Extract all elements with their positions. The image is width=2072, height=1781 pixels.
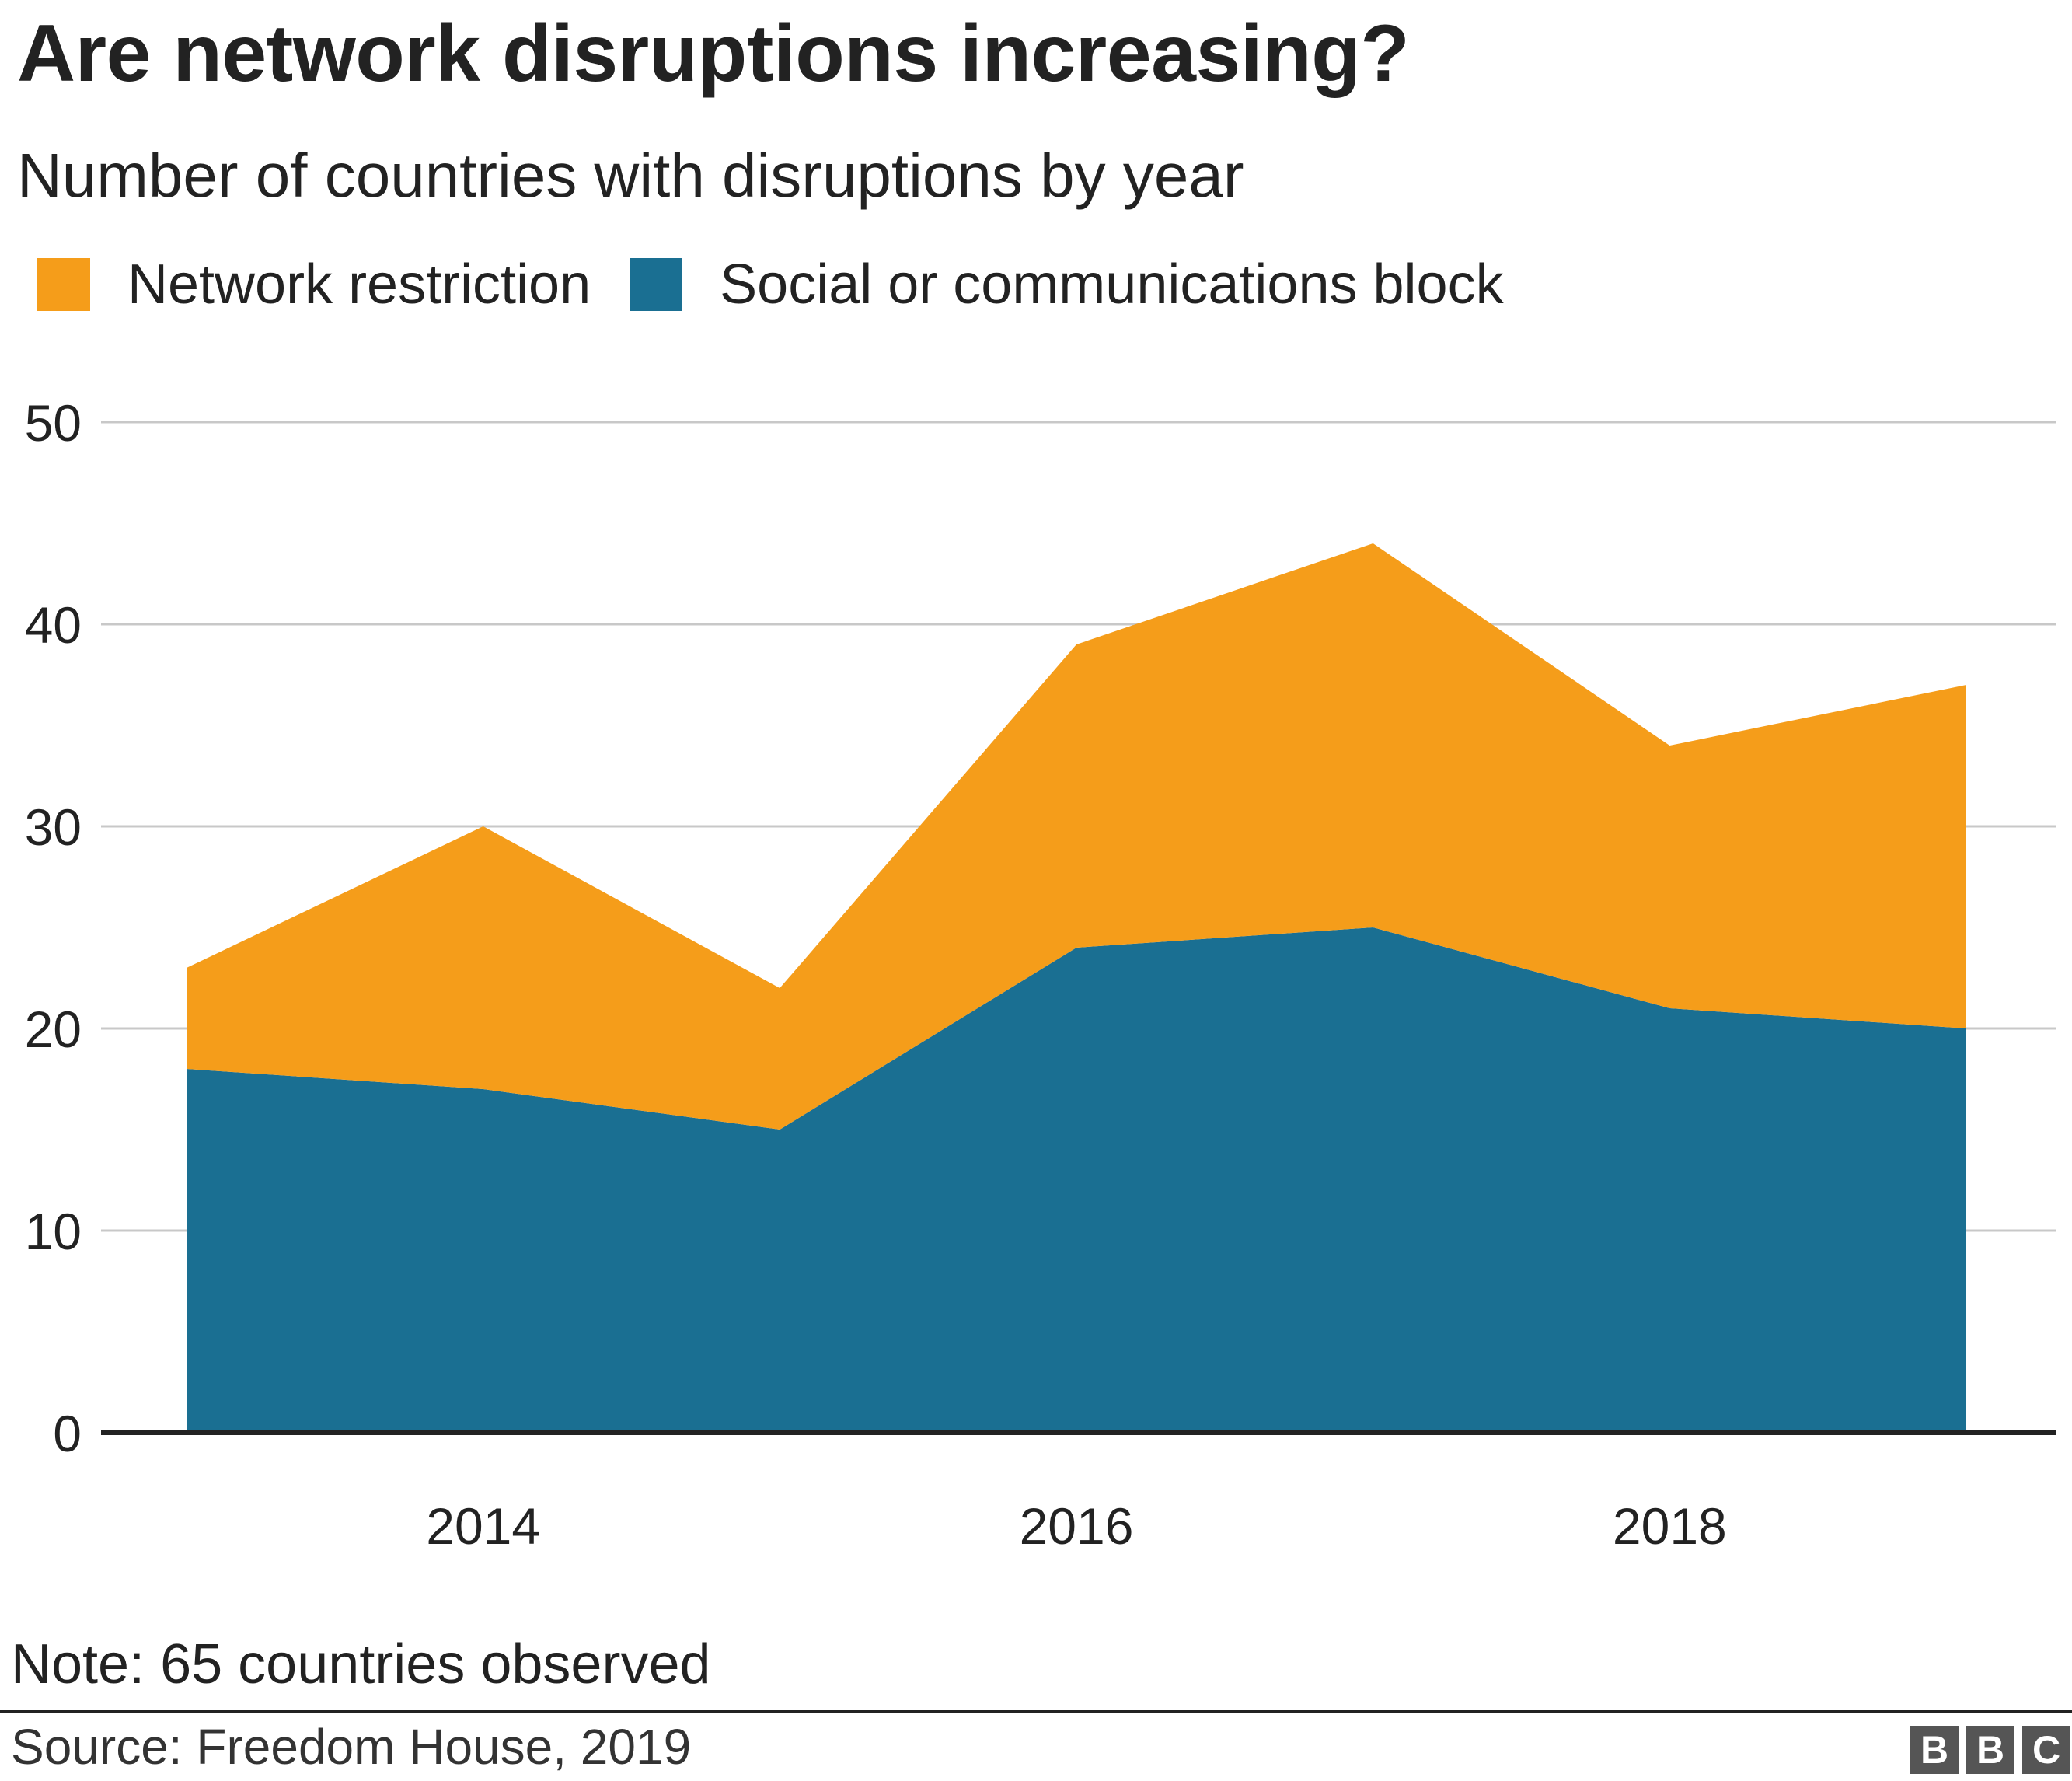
bbc-logo: B B C <box>1903 1726 2070 1774</box>
chart-note: Note: 65 countries observed <box>11 1633 711 1695</box>
area-series-1 <box>187 543 1966 1130</box>
legend-swatch-social-block <box>630 258 683 311</box>
x-tick-label: 2016 <box>1020 1497 1134 1555</box>
legend-item-social-block: Social or communications block <box>630 253 1504 316</box>
chart-title: Are network disruptions increasing? <box>17 9 1410 99</box>
bbc-logo-letter: C <box>2022 1726 2070 1774</box>
area-series-0 <box>187 927 1966 1433</box>
y-tick-label: 10 <box>25 1203 82 1260</box>
bbc-logo-letter: B <box>1966 1726 2014 1774</box>
legend-label-social-block: Social or communications block <box>720 253 1504 316</box>
y-tick-label: 20 <box>25 1001 82 1058</box>
x-tick-label: 2018 <box>1613 1497 1727 1555</box>
chart-source: Source: Freedom House, 2019 <box>11 1719 692 1775</box>
legend-label-network-restriction: Network restriction <box>127 253 591 316</box>
legend-swatch-network-restriction <box>37 258 90 311</box>
x-tick-label: 2014 <box>426 1497 540 1555</box>
y-tick-label: 50 <box>25 394 82 452</box>
legend-item-network-restriction: Network restriction <box>37 253 591 316</box>
y-tick-label: 40 <box>25 596 82 654</box>
y-tick-label: 30 <box>25 798 82 856</box>
bbc-logo-letter: B <box>1910 1726 1959 1774</box>
legend: Network restriction Social or communicat… <box>37 253 1543 316</box>
chart-subtitle: Number of countries with disruptions by … <box>17 141 1244 210</box>
footer-divider <box>0 1710 2072 1713</box>
y-tick-label: 0 <box>53 1405 82 1462</box>
stacked-area-chart: 0 10 20 30 40 50 2014 2016 2018 <box>25 394 2056 1555</box>
